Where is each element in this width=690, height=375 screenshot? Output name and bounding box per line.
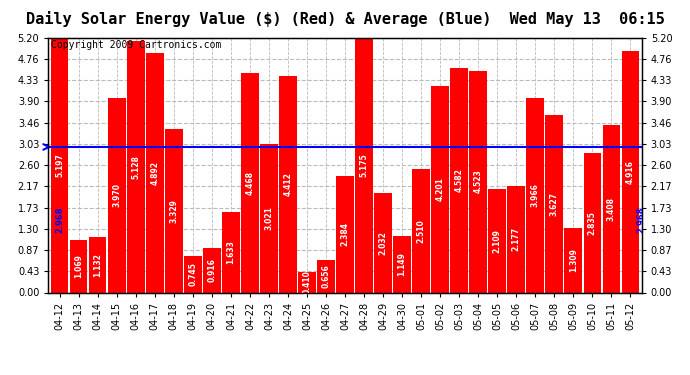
Bar	[584, 153, 601, 292]
Text: 2.109: 2.109	[493, 229, 502, 253]
Text: 2.510: 2.510	[417, 219, 426, 243]
Bar	[546, 115, 563, 292]
Bar	[413, 170, 430, 292]
Bar	[393, 236, 411, 292]
Bar	[469, 71, 487, 292]
Bar	[336, 176, 354, 292]
Bar	[602, 125, 620, 292]
Text: 0.745: 0.745	[188, 262, 197, 286]
Bar	[51, 38, 68, 292]
Text: 0.916: 0.916	[208, 258, 217, 282]
Bar	[451, 68, 468, 292]
Bar	[203, 248, 221, 292]
Text: 4.468: 4.468	[246, 171, 255, 195]
Text: 2.968: 2.968	[55, 207, 64, 233]
Bar	[279, 76, 297, 292]
Text: 3.329: 3.329	[169, 199, 178, 223]
Text: 0.410: 0.410	[302, 270, 311, 294]
Bar	[184, 256, 201, 292]
Text: 2.177: 2.177	[512, 227, 521, 251]
Text: 4.201: 4.201	[435, 177, 444, 201]
Text: 1.069: 1.069	[75, 254, 83, 278]
Text: 3.408: 3.408	[607, 197, 615, 221]
Text: Daily Solar Energy Value ($) (Red) & Average (Blue)  Wed May 13  06:15: Daily Solar Energy Value ($) (Red) & Ave…	[26, 11, 664, 27]
Text: 4.892: 4.892	[150, 160, 159, 184]
Bar	[89, 237, 106, 292]
Bar	[241, 74, 259, 292]
Bar	[622, 51, 639, 292]
Bar	[298, 272, 316, 292]
Bar	[70, 240, 88, 292]
Text: 5.197: 5.197	[55, 153, 64, 177]
Bar	[317, 260, 335, 292]
Text: 3.627: 3.627	[550, 192, 559, 216]
Text: 4.916: 4.916	[626, 160, 635, 184]
Text: 1.633: 1.633	[226, 240, 235, 264]
Bar	[222, 212, 239, 292]
Bar	[507, 186, 525, 292]
Text: 5.128: 5.128	[131, 155, 140, 179]
Bar	[165, 129, 183, 292]
Text: Copyright 2009 Cartronics.com: Copyright 2009 Cartronics.com	[51, 40, 221, 50]
Text: 3.966: 3.966	[531, 183, 540, 207]
Bar	[564, 228, 582, 292]
Text: 1.149: 1.149	[397, 252, 406, 276]
Text: 2.384: 2.384	[340, 222, 350, 246]
Bar	[374, 193, 392, 292]
Text: 5.175: 5.175	[359, 154, 368, 177]
Text: 4.523: 4.523	[473, 170, 482, 194]
Text: 1.132: 1.132	[93, 253, 102, 277]
Text: 0.656: 0.656	[322, 264, 331, 288]
Text: 2.032: 2.032	[379, 231, 388, 255]
Text: 3.021: 3.021	[264, 207, 273, 230]
Text: 4.412: 4.412	[284, 172, 293, 196]
Text: 1.309: 1.309	[569, 249, 578, 272]
Bar	[489, 189, 506, 292]
Bar	[526, 98, 544, 292]
Bar	[127, 41, 144, 292]
Text: 2.835: 2.835	[588, 211, 597, 235]
Bar	[146, 53, 164, 292]
Text: 4.582: 4.582	[455, 168, 464, 192]
Bar	[355, 39, 373, 292]
Text: 3.970: 3.970	[112, 183, 121, 207]
Text: 2.968: 2.968	[636, 207, 645, 233]
Bar	[431, 87, 449, 292]
Bar	[260, 144, 277, 292]
Bar	[108, 98, 126, 292]
